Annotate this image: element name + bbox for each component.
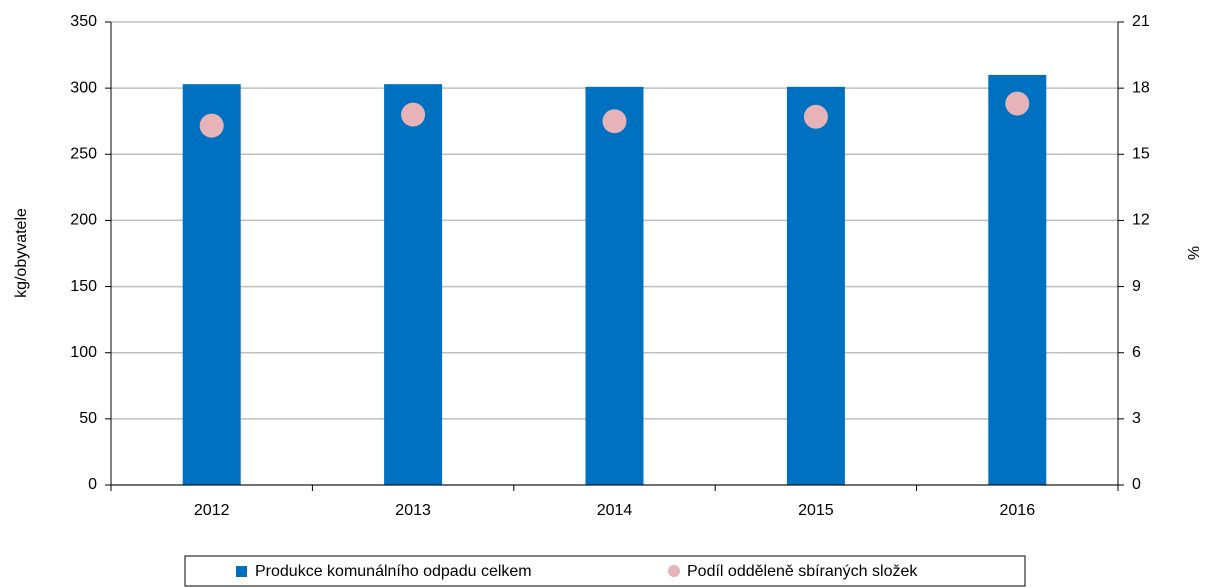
legend-label: Produkce komunálního odpadu celkem xyxy=(255,563,532,580)
bar xyxy=(786,86,845,485)
bar xyxy=(182,84,241,485)
y2-tick-label: 3 xyxy=(1132,410,1141,427)
x-tick-label: 2012 xyxy=(194,502,230,519)
bar xyxy=(988,74,1047,486)
y-tick-label: 0 xyxy=(88,476,97,493)
y2-axis-label: % xyxy=(1184,246,1201,260)
bar xyxy=(384,84,443,485)
legend-label: Podíl odděleně sbíraných složek xyxy=(687,563,918,580)
dot xyxy=(1005,91,1030,116)
y2-tick-label: 21 xyxy=(1132,13,1150,30)
y2-tick-label: 15 xyxy=(1132,146,1150,163)
bar xyxy=(585,86,644,485)
y2-tick-label: 9 xyxy=(1132,278,1141,295)
legend-marker xyxy=(668,565,680,577)
y-tick-label: 350 xyxy=(70,13,97,30)
x-tick-label: 2014 xyxy=(597,502,633,519)
y-tick-label: 300 xyxy=(70,79,97,96)
y-tick-label: 50 xyxy=(79,410,97,427)
y-tick-label: 200 xyxy=(70,212,97,229)
y-axis-label: kg/obyvatele xyxy=(13,208,30,298)
x-tick-label: 2015 xyxy=(798,502,834,519)
legend-box xyxy=(184,555,1026,587)
y2-tick-label: 6 xyxy=(1132,344,1141,361)
x-tick-label: 2013 xyxy=(395,502,431,519)
legend-marker xyxy=(236,566,247,577)
y-tick-label: 150 xyxy=(70,278,97,295)
y-tick-label: 100 xyxy=(70,344,97,361)
x-tick-label: 2016 xyxy=(1000,502,1036,519)
dot xyxy=(401,102,426,127)
y2-tick-label: 0 xyxy=(1132,476,1141,493)
dot xyxy=(803,104,828,129)
y-tick-label: 250 xyxy=(70,146,97,163)
dot xyxy=(199,113,224,138)
y2-tick-label: 12 xyxy=(1132,212,1150,229)
y2-tick-label: 18 xyxy=(1132,79,1150,96)
dot xyxy=(602,109,627,134)
